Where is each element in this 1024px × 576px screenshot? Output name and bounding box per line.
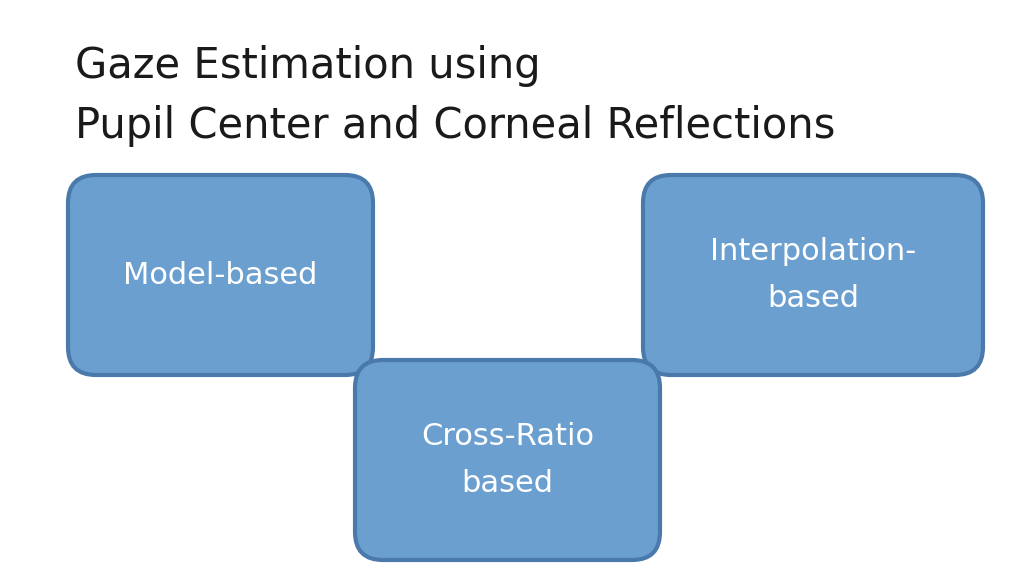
Text: Cross-Ratio
based: Cross-Ratio based — [421, 422, 594, 498]
FancyBboxPatch shape — [68, 175, 373, 375]
FancyBboxPatch shape — [643, 175, 983, 375]
Text: Gaze Estimation using: Gaze Estimation using — [75, 45, 541, 87]
Text: Model-based: Model-based — [123, 260, 317, 290]
Text: Pupil Center and Corneal Reflections: Pupil Center and Corneal Reflections — [75, 105, 836, 147]
Text: Interpolation-
based: Interpolation- based — [710, 237, 916, 313]
FancyBboxPatch shape — [355, 360, 660, 560]
